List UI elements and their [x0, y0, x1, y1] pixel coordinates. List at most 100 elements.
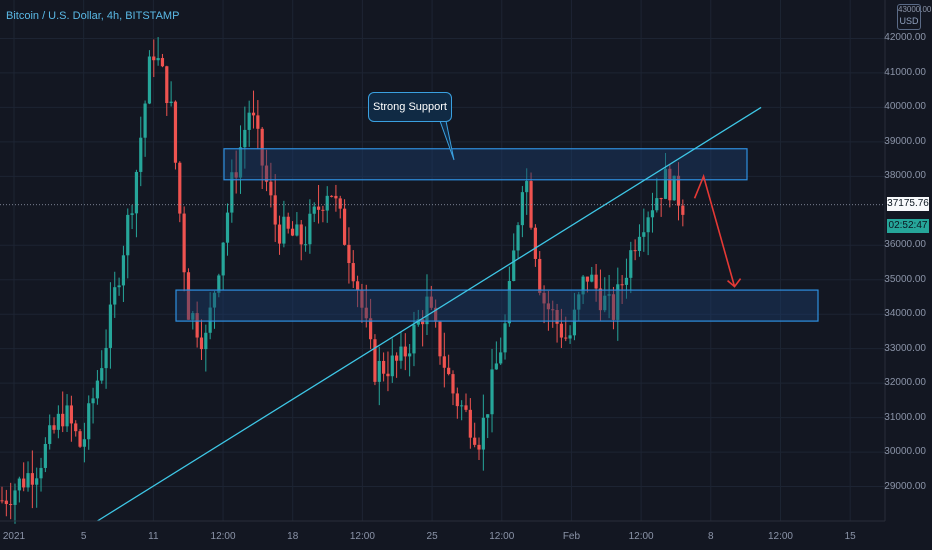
candle-body	[603, 295, 607, 311]
candle-body	[126, 214, 130, 256]
candle-body	[585, 276, 590, 282]
candle-body	[442, 356, 446, 368]
candle-body	[646, 217, 650, 233]
candle-body	[390, 355, 394, 377]
candle-body	[195, 313, 199, 338]
candle-body	[264, 165, 269, 182]
candle-body	[399, 346, 403, 361]
time-tick-label: 12:00	[210, 531, 236, 542]
price-tick-label: 38000.00	[884, 170, 926, 182]
candle-body	[156, 58, 160, 61]
candle-body	[230, 172, 234, 213]
candle-body	[538, 258, 542, 293]
candle-body	[69, 405, 73, 424]
candle-body	[525, 181, 529, 193]
candle-body	[286, 216, 290, 229]
candle-body	[611, 294, 616, 320]
candle-body	[533, 227, 537, 259]
candle-body	[208, 307, 212, 333]
candle-body	[607, 294, 611, 296]
candle-body	[204, 332, 208, 350]
candle-body	[147, 56, 152, 104]
candles	[0, 37, 685, 524]
candle-body	[199, 337, 204, 350]
candle-body	[225, 212, 230, 243]
candle-body	[369, 318, 373, 340]
candle-body	[217, 275, 221, 293]
candle-body	[321, 209, 325, 211]
price-tick-label: 41000.00	[884, 66, 926, 78]
candle-body	[160, 58, 165, 67]
candle-body	[117, 285, 121, 288]
candle-body	[329, 195, 334, 197]
callout-pointer	[439, 120, 455, 161]
candle-body	[342, 208, 347, 245]
candle-body	[451, 374, 455, 394]
candle-body	[668, 168, 672, 201]
price-tick-label: 34000.00	[884, 308, 926, 320]
candle-body	[169, 101, 173, 104]
candle-body	[134, 171, 139, 214]
candle-body	[598, 288, 603, 311]
candle-body	[425, 296, 429, 325]
time-tick-label: 25	[426, 531, 438, 542]
candle-body	[334, 195, 338, 199]
candle-body	[568, 335, 572, 339]
candle-body	[39, 467, 43, 479]
current-price-tag: 37175.76	[887, 197, 929, 211]
candle-body	[26, 473, 30, 488]
candle-body	[481, 417, 485, 450]
candle-body	[121, 255, 126, 286]
candle-body	[290, 228, 295, 236]
candle-countdown-tag: 02:52:47	[887, 219, 929, 233]
lower-zone[interactable]	[175, 289, 819, 322]
candle-body	[512, 250, 516, 282]
candle-body	[0, 500, 4, 502]
candle-body	[100, 368, 104, 381]
candle-body	[182, 213, 186, 273]
price-tick-label: 39000.00	[884, 135, 926, 147]
candle-body	[316, 206, 321, 210]
candle-body	[243, 129, 247, 148]
candle-body	[56, 413, 60, 430]
currency-button[interactable]: 43000.00 USD	[897, 4, 931, 30]
candle-body	[403, 346, 407, 357]
price-tick-label: 30000.00	[884, 446, 926, 458]
candle-body	[382, 360, 386, 374]
candle-body	[616, 284, 620, 320]
candle-body	[373, 339, 377, 382]
candle-body	[238, 147, 243, 178]
candle-body	[364, 307, 368, 319]
price-tick-label: 31000.00	[884, 411, 926, 423]
candle-body	[377, 360, 381, 382]
candle-body	[13, 490, 17, 505]
candle-body	[486, 414, 490, 418]
candle-body	[104, 347, 108, 369]
price-tick-label: 42000.00	[884, 32, 926, 44]
candle-body	[251, 112, 256, 116]
candle-body	[555, 310, 559, 324]
candle-body	[468, 409, 472, 438]
upper-zone[interactable]	[223, 148, 748, 181]
candle-body	[494, 363, 498, 370]
support-zones[interactable]	[175, 148, 819, 322]
candle-body	[247, 112, 251, 130]
candle-body	[91, 398, 95, 404]
candle-body	[234, 172, 238, 178]
candle-body	[186, 272, 191, 320]
candle-body	[308, 213, 312, 245]
candle-body	[130, 213, 134, 215]
candle-body	[620, 284, 624, 286]
candle-body	[499, 352, 503, 364]
strong-support-callout[interactable]: Strong Support	[368, 92, 452, 122]
candle-body	[260, 128, 264, 166]
projection-arrow[interactable]	[693, 173, 742, 288]
trendline[interactable]	[97, 106, 762, 522]
candle-body	[520, 192, 524, 226]
candle-body	[581, 276, 585, 295]
candle-body	[590, 274, 594, 282]
candle-body	[143, 103, 147, 138]
price-tick-label: 36000.00	[884, 239, 926, 251]
candle-body	[82, 439, 86, 447]
